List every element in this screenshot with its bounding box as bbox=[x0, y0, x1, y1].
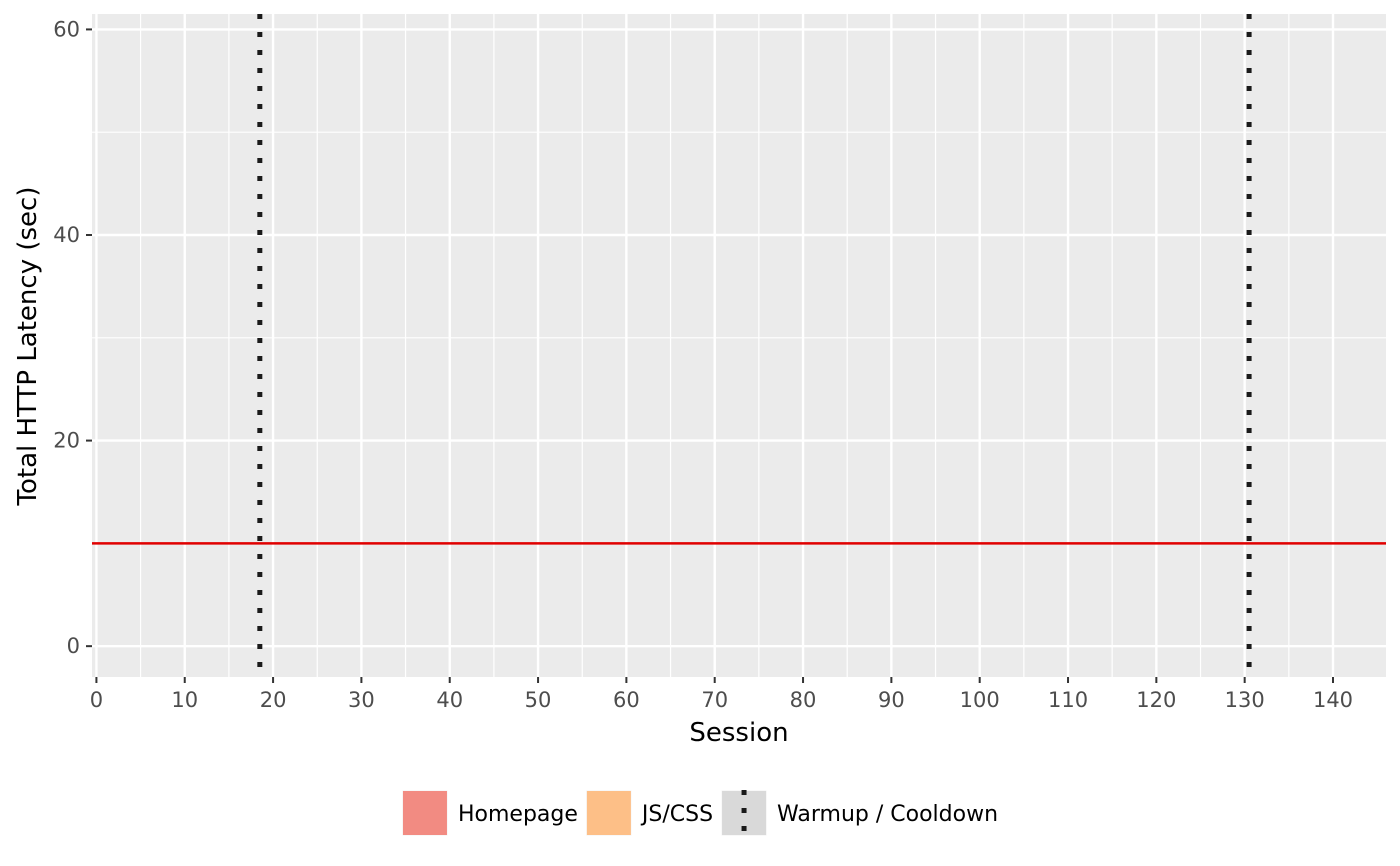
y-tick-label: 0 bbox=[67, 634, 80, 658]
legend-label: Homepage bbox=[458, 802, 578, 827]
y-axis: 0 20 40 60 bbox=[53, 17, 92, 658]
x-axis: 0 10 20 30 40 50 60 70 80 90 100 110 120 130 140 bbox=[90, 677, 1353, 712]
y-tick-label: 40 bbox=[53, 223, 80, 247]
x-tick-label: 140 bbox=[1313, 688, 1353, 712]
legend-label: Warmup / Cooldown bbox=[777, 802, 998, 827]
x-tick-label: 70 bbox=[701, 688, 728, 712]
major-gridlines bbox=[92, 14, 1386, 677]
legend-swatch bbox=[402, 791, 447, 835]
y-axis-title: Total HTTP Latency (sec) bbox=[13, 187, 43, 507]
x-tick-label: 130 bbox=[1225, 688, 1265, 712]
legend-swatch bbox=[586, 791, 631, 835]
x-tick-label: 0 bbox=[90, 688, 103, 712]
x-tick-label: 80 bbox=[790, 688, 817, 712]
legend: Homepage JS/CSS Warmup / Cooldown bbox=[401, 789, 998, 837]
x-tick-label: 120 bbox=[1136, 688, 1176, 712]
x-tick-label: 60 bbox=[613, 688, 640, 712]
x-tick-label: 20 bbox=[260, 688, 287, 712]
x-tick-label: 10 bbox=[171, 688, 198, 712]
y-tick-label: 20 bbox=[53, 429, 80, 453]
x-axis-title: Session bbox=[689, 718, 788, 748]
minor-gridlines bbox=[92, 14, 1386, 677]
x-tick-label: 40 bbox=[436, 688, 463, 712]
x-tick-label: 30 bbox=[348, 688, 375, 712]
legend-label: JS/CSS bbox=[640, 802, 713, 827]
plot-panel bbox=[92, 14, 1386, 677]
reference-lines bbox=[92, 14, 1386, 677]
x-tick-label: 100 bbox=[960, 688, 1000, 712]
y-tick-label: 60 bbox=[53, 17, 80, 41]
x-tick-label: 50 bbox=[525, 688, 552, 712]
x-tick-label: 90 bbox=[878, 688, 905, 712]
x-tick-label: 110 bbox=[1048, 688, 1088, 712]
